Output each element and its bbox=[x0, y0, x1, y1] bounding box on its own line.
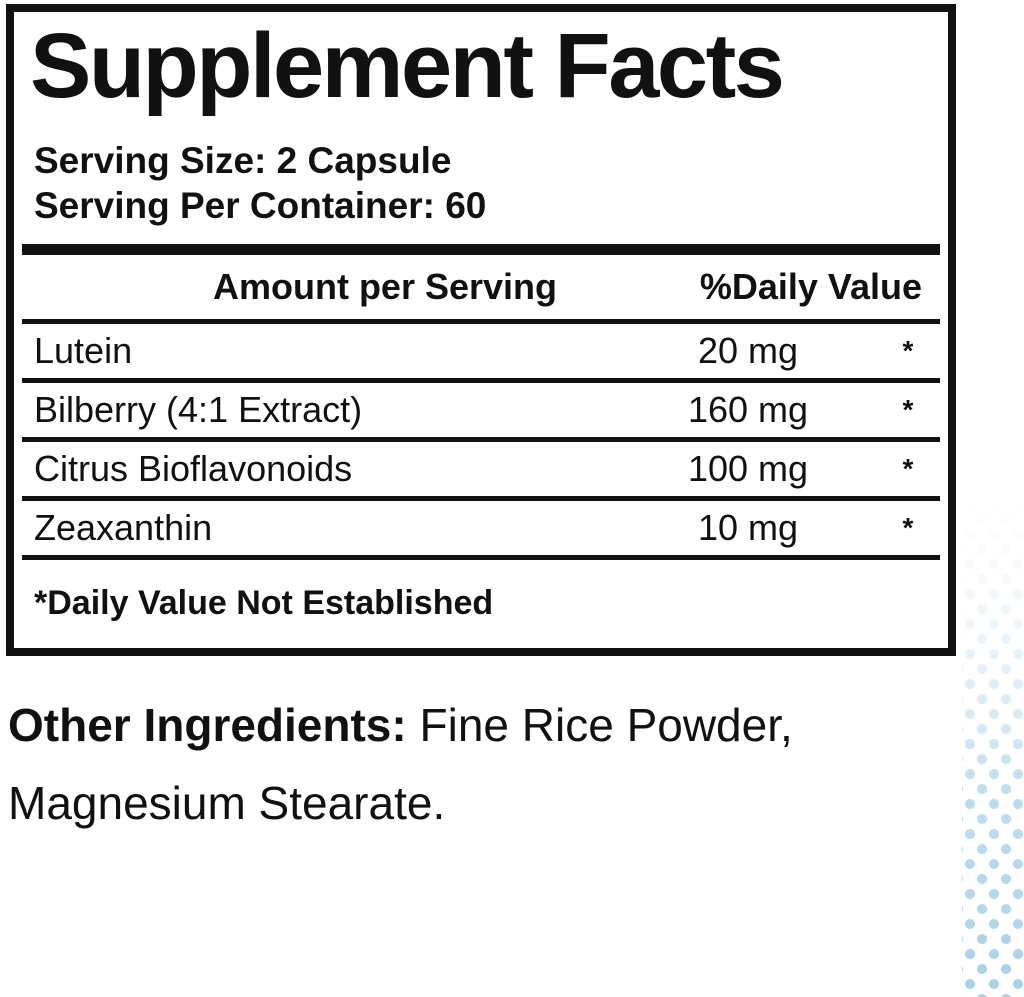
header-daily-value: %Daily Value bbox=[699, 266, 922, 308]
other-ingredients-label: Other Ingredients: bbox=[8, 699, 407, 751]
ingredient-name: Lutein bbox=[34, 330, 133, 372]
table-header: Amount per Serving %Daily Value bbox=[14, 255, 948, 319]
row-divider bbox=[22, 496, 940, 502]
row-divider bbox=[22, 437, 940, 443]
ingredient-amount: 100 mg bbox=[687, 448, 809, 490]
table-row: Zeaxanthin 10 mg * bbox=[14, 501, 948, 555]
ingredient-amount: 20 mg bbox=[697, 330, 799, 372]
table-row: Lutein 20 mg * bbox=[14, 324, 948, 378]
ingredient-amount: 10 mg bbox=[697, 507, 799, 549]
ingredient-dv: * bbox=[902, 512, 914, 544]
other-ingredients-line2: Magnesium Stearate. bbox=[8, 777, 446, 830]
row-divider bbox=[22, 378, 940, 384]
supplement-facts-panel: Supplement Facts Serving Size: 2 Capsule… bbox=[6, 4, 956, 656]
blue-dot-pattern bbox=[962, 500, 1024, 997]
serving-size: Serving Size: 2 Capsule bbox=[34, 140, 452, 181]
serving-per-container: Serving Per Container: 60 bbox=[34, 185, 487, 227]
header-amount-per-serving: Amount per Serving bbox=[212, 266, 558, 308]
ingredient-name: Bilberry (4:1 Extract) bbox=[34, 389, 363, 431]
table-row: Citrus Bioflavonoids 100 mg * bbox=[14, 442, 948, 496]
other-ingredients-rest: Fine Rice Powder, bbox=[406, 699, 793, 751]
table-row: Bilberry (4:1 Extract) 160 mg * bbox=[14, 383, 948, 437]
ingredient-amount: 160 mg bbox=[687, 389, 809, 431]
serving-info: Serving Size: 2 Capsule Serving Per Cont… bbox=[34, 138, 948, 228]
daily-value-footnote: *Daily Value Not Established bbox=[34, 584, 494, 623]
other-ingredients: Other Ingredients: Fine Rice Powder, Mag… bbox=[8, 686, 948, 842]
ingredient-name: Citrus Bioflavonoids bbox=[34, 448, 353, 490]
ingredient-dv: * bbox=[902, 453, 914, 485]
other-ingredients-line1: Other Ingredients: Fine Rice Powder, bbox=[8, 686, 948, 764]
ingredient-dv: * bbox=[902, 394, 914, 426]
ingredient-dv: * bbox=[902, 335, 914, 367]
row-divider bbox=[22, 555, 940, 561]
ingredient-name: Zeaxanthin bbox=[34, 507, 213, 549]
panel-title: Supplement Facts bbox=[30, 15, 785, 117]
row-divider bbox=[22, 319, 940, 325]
thick-divider-bar bbox=[22, 244, 940, 256]
